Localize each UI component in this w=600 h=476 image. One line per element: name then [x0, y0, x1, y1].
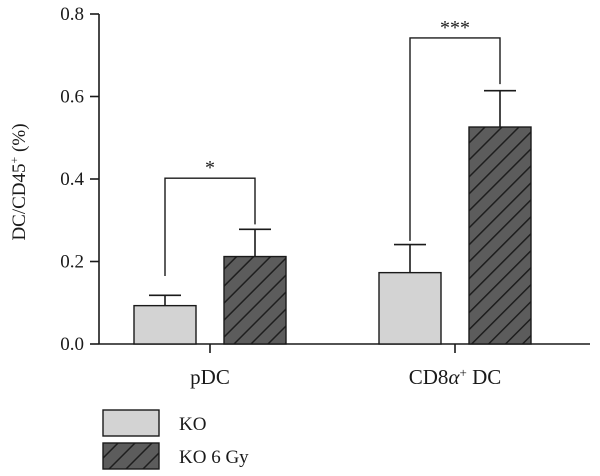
error-bars	[149, 89, 516, 306]
y-tick-label: 0.4	[60, 169, 84, 190]
x-category-label-superscript: +	[459, 365, 466, 380]
x-category-label-main: pDC	[190, 365, 230, 389]
y-tick-label: 0.8	[60, 4, 84, 25]
y-axis-title-unit: (%)	[9, 123, 30, 156]
y-axis-title: DC/CD45+ (%)	[7, 123, 30, 240]
significance-bracket	[164, 177, 256, 276]
y-tick-label: 0.2	[60, 252, 84, 273]
x-category-label-main: CD8	[409, 365, 449, 389]
significance-label: *	[205, 157, 215, 179]
legend: KO KO 6 Gy	[102, 409, 249, 470]
x-category-label: pDC	[190, 365, 230, 389]
legend-swatch	[102, 442, 160, 470]
legend-label: KO	[179, 414, 206, 435]
bars	[133, 126, 532, 345]
y-axis-title-main: DC/CD45	[9, 163, 30, 240]
significance-brackets: ****	[164, 17, 501, 276]
x-category-label-greek: α	[448, 365, 460, 389]
bar-ko-6gy-cd8a-dc	[468, 126, 532, 345]
x-category-label-tail: DC	[467, 365, 501, 389]
legend-label: KO 6 Gy	[179, 447, 249, 468]
legend-swatch	[102, 409, 160, 437]
bar-ko-cd8a-dc	[378, 271, 442, 345]
significance-label: ***	[440, 17, 470, 39]
bar-ko-pdc	[133, 304, 197, 345]
x-category-label: CD8α+ DC	[409, 365, 502, 390]
y-tick-label: 0.0	[60, 334, 84, 355]
significance-bracket	[409, 37, 501, 241]
y-axis-title-superscript: +	[7, 156, 21, 163]
bar-ko-6gy-pdc	[223, 255, 287, 345]
y-axis: 0.0 0.2 0.4 0.6 0.8	[60, 4, 100, 355]
x-axis: pDC CD8α+ DC	[99, 343, 590, 390]
y-tick-label: 0.6	[60, 87, 84, 108]
